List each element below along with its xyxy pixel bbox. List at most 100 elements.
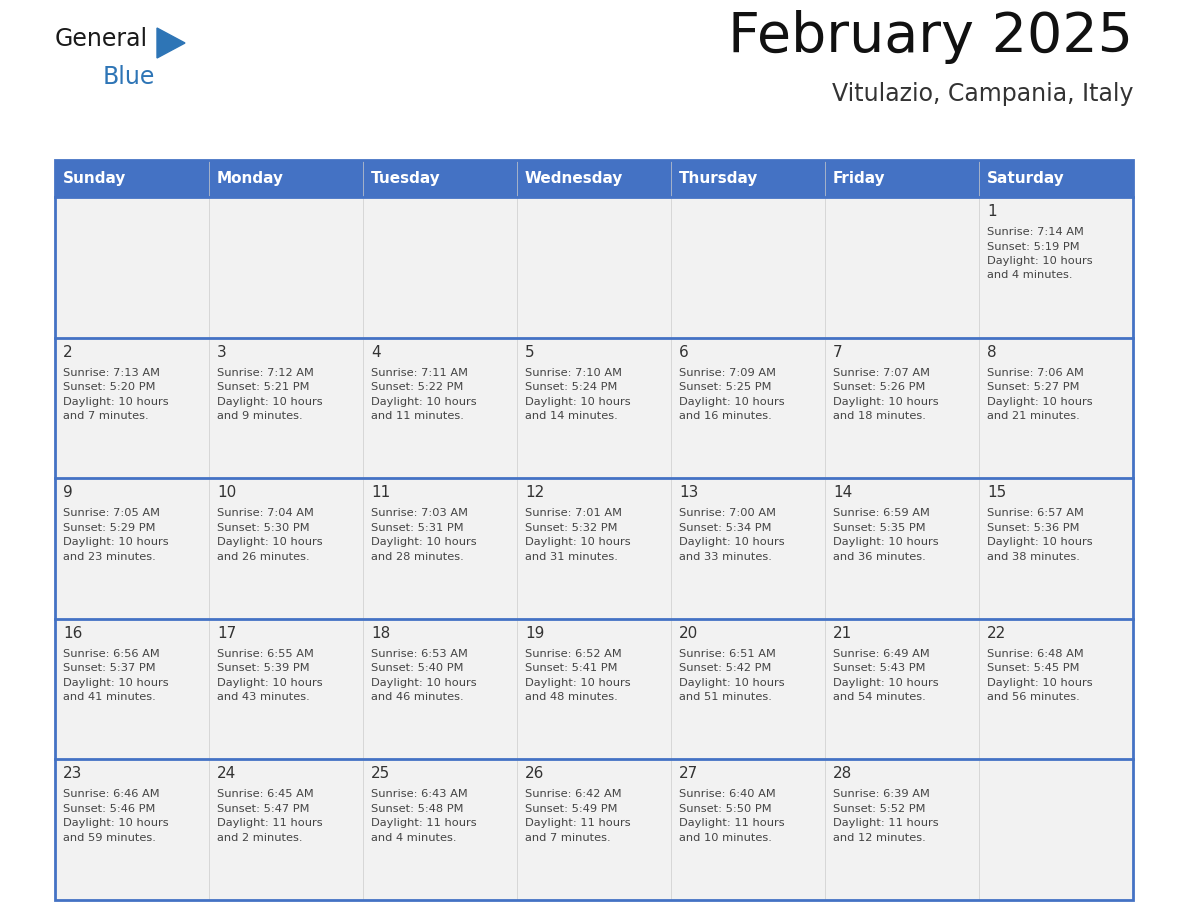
Text: 13: 13 <box>680 486 699 500</box>
Text: Daylight: 10 hours: Daylight: 10 hours <box>63 397 169 407</box>
Text: 16: 16 <box>63 626 82 641</box>
Text: 18: 18 <box>371 626 390 641</box>
Text: Sunrise: 6:53 AM: Sunrise: 6:53 AM <box>371 649 468 659</box>
Text: Daylight: 11 hours: Daylight: 11 hours <box>371 819 476 828</box>
Text: Monday: Monday <box>217 171 284 186</box>
Text: Daylight: 10 hours: Daylight: 10 hours <box>63 537 169 547</box>
Text: Thursday: Thursday <box>680 171 758 186</box>
Text: and 16 minutes.: and 16 minutes. <box>680 411 772 421</box>
Text: Sunset: 5:30 PM: Sunset: 5:30 PM <box>217 522 310 532</box>
Text: Daylight: 10 hours: Daylight: 10 hours <box>987 537 1093 547</box>
Text: Sunrise: 7:01 AM: Sunrise: 7:01 AM <box>525 509 623 518</box>
Text: Daylight: 10 hours: Daylight: 10 hours <box>371 397 476 407</box>
Text: 9: 9 <box>63 486 72 500</box>
Polygon shape <box>157 28 185 58</box>
Text: Daylight: 11 hours: Daylight: 11 hours <box>833 819 939 828</box>
Text: Sunrise: 7:14 AM: Sunrise: 7:14 AM <box>987 227 1083 237</box>
Text: Sunset: 5:39 PM: Sunset: 5:39 PM <box>217 664 310 673</box>
Text: Sunset: 5:41 PM: Sunset: 5:41 PM <box>525 664 618 673</box>
Text: 4: 4 <box>371 344 380 360</box>
Text: Saturday: Saturday <box>987 171 1064 186</box>
Text: Daylight: 10 hours: Daylight: 10 hours <box>987 677 1093 688</box>
Text: 26: 26 <box>525 767 544 781</box>
Text: Sunrise: 7:11 AM: Sunrise: 7:11 AM <box>371 367 468 377</box>
Text: 2: 2 <box>63 344 72 360</box>
Text: Sunrise: 6:51 AM: Sunrise: 6:51 AM <box>680 649 776 659</box>
Text: General: General <box>55 27 148 51</box>
Text: Daylight: 10 hours: Daylight: 10 hours <box>371 537 476 547</box>
Text: 3: 3 <box>217 344 227 360</box>
Text: Sunset: 5:27 PM: Sunset: 5:27 PM <box>987 382 1080 392</box>
Text: Sunset: 5:20 PM: Sunset: 5:20 PM <box>63 382 156 392</box>
Text: Friday: Friday <box>833 171 885 186</box>
Text: and 12 minutes.: and 12 minutes. <box>833 833 925 843</box>
Text: Sunrise: 6:55 AM: Sunrise: 6:55 AM <box>217 649 314 659</box>
Text: Sunset: 5:36 PM: Sunset: 5:36 PM <box>987 522 1080 532</box>
Text: Sunset: 5:37 PM: Sunset: 5:37 PM <box>63 664 156 673</box>
Text: Sunset: 5:50 PM: Sunset: 5:50 PM <box>680 804 772 814</box>
Text: 23: 23 <box>63 767 82 781</box>
Bar <box>55 478 1133 619</box>
Text: Daylight: 10 hours: Daylight: 10 hours <box>63 819 169 828</box>
Text: Daylight: 10 hours: Daylight: 10 hours <box>63 677 169 688</box>
Text: and 23 minutes.: and 23 minutes. <box>63 552 156 562</box>
Text: Daylight: 10 hours: Daylight: 10 hours <box>525 397 631 407</box>
Text: Sunrise: 6:45 AM: Sunrise: 6:45 AM <box>217 789 314 800</box>
Text: Sunset: 5:52 PM: Sunset: 5:52 PM <box>833 804 925 814</box>
Text: Tuesday: Tuesday <box>371 171 441 186</box>
Text: and 7 minutes.: and 7 minutes. <box>525 833 611 843</box>
Text: Sunrise: 7:00 AM: Sunrise: 7:00 AM <box>680 509 776 518</box>
Text: 20: 20 <box>680 626 699 641</box>
Text: Daylight: 10 hours: Daylight: 10 hours <box>525 537 631 547</box>
Text: 1: 1 <box>987 204 997 219</box>
Bar <box>55 160 1133 197</box>
Text: 5: 5 <box>525 344 535 360</box>
Text: Sunday: Sunday <box>63 171 126 186</box>
Text: Sunset: 5:42 PM: Sunset: 5:42 PM <box>680 664 771 673</box>
Text: Sunset: 5:40 PM: Sunset: 5:40 PM <box>371 664 463 673</box>
Text: Daylight: 10 hours: Daylight: 10 hours <box>833 397 939 407</box>
Text: Sunrise: 7:10 AM: Sunrise: 7:10 AM <box>525 367 623 377</box>
Text: Sunrise: 6:59 AM: Sunrise: 6:59 AM <box>833 509 930 518</box>
Text: and 21 minutes.: and 21 minutes. <box>987 411 1080 421</box>
Text: and 56 minutes.: and 56 minutes. <box>987 692 1080 702</box>
Text: Sunrise: 7:07 AM: Sunrise: 7:07 AM <box>833 367 930 377</box>
Text: Sunrise: 6:56 AM: Sunrise: 6:56 AM <box>63 649 159 659</box>
Text: Sunset: 5:34 PM: Sunset: 5:34 PM <box>680 522 771 532</box>
Text: and 10 minutes.: and 10 minutes. <box>680 833 772 843</box>
Text: Sunset: 5:29 PM: Sunset: 5:29 PM <box>63 522 156 532</box>
Text: and 54 minutes.: and 54 minutes. <box>833 692 925 702</box>
Text: Sunrise: 6:49 AM: Sunrise: 6:49 AM <box>833 649 930 659</box>
Text: Daylight: 10 hours: Daylight: 10 hours <box>217 397 323 407</box>
Text: 14: 14 <box>833 486 852 500</box>
Text: Daylight: 10 hours: Daylight: 10 hours <box>680 537 784 547</box>
Text: and 51 minutes.: and 51 minutes. <box>680 692 772 702</box>
Text: Wednesday: Wednesday <box>525 171 624 186</box>
Text: 6: 6 <box>680 344 689 360</box>
Text: Daylight: 10 hours: Daylight: 10 hours <box>371 677 476 688</box>
Bar <box>55 197 1133 338</box>
Text: Sunrise: 6:42 AM: Sunrise: 6:42 AM <box>525 789 621 800</box>
Text: 25: 25 <box>371 767 390 781</box>
Text: Daylight: 10 hours: Daylight: 10 hours <box>833 537 939 547</box>
Text: Sunset: 5:46 PM: Sunset: 5:46 PM <box>63 804 156 814</box>
Text: Sunrise: 7:04 AM: Sunrise: 7:04 AM <box>217 509 314 518</box>
Text: and 33 minutes.: and 33 minutes. <box>680 552 772 562</box>
Text: 7: 7 <box>833 344 842 360</box>
Bar <box>55 338 1133 478</box>
Text: and 11 minutes.: and 11 minutes. <box>371 411 463 421</box>
Text: Sunset: 5:32 PM: Sunset: 5:32 PM <box>525 522 618 532</box>
Text: and 48 minutes.: and 48 minutes. <box>525 692 618 702</box>
Text: Daylight: 10 hours: Daylight: 10 hours <box>217 677 323 688</box>
Text: Sunrise: 6:40 AM: Sunrise: 6:40 AM <box>680 789 776 800</box>
Text: and 9 minutes.: and 9 minutes. <box>217 411 303 421</box>
Text: and 31 minutes.: and 31 minutes. <box>525 552 618 562</box>
Text: Sunrise: 7:13 AM: Sunrise: 7:13 AM <box>63 367 160 377</box>
Bar <box>55 759 1133 900</box>
Text: and 4 minutes.: and 4 minutes. <box>987 271 1073 281</box>
Text: Sunrise: 6:43 AM: Sunrise: 6:43 AM <box>371 789 468 800</box>
Text: Sunset: 5:48 PM: Sunset: 5:48 PM <box>371 804 463 814</box>
Text: and 7 minutes.: and 7 minutes. <box>63 411 148 421</box>
Text: Daylight: 10 hours: Daylight: 10 hours <box>680 397 784 407</box>
Text: 19: 19 <box>525 626 544 641</box>
